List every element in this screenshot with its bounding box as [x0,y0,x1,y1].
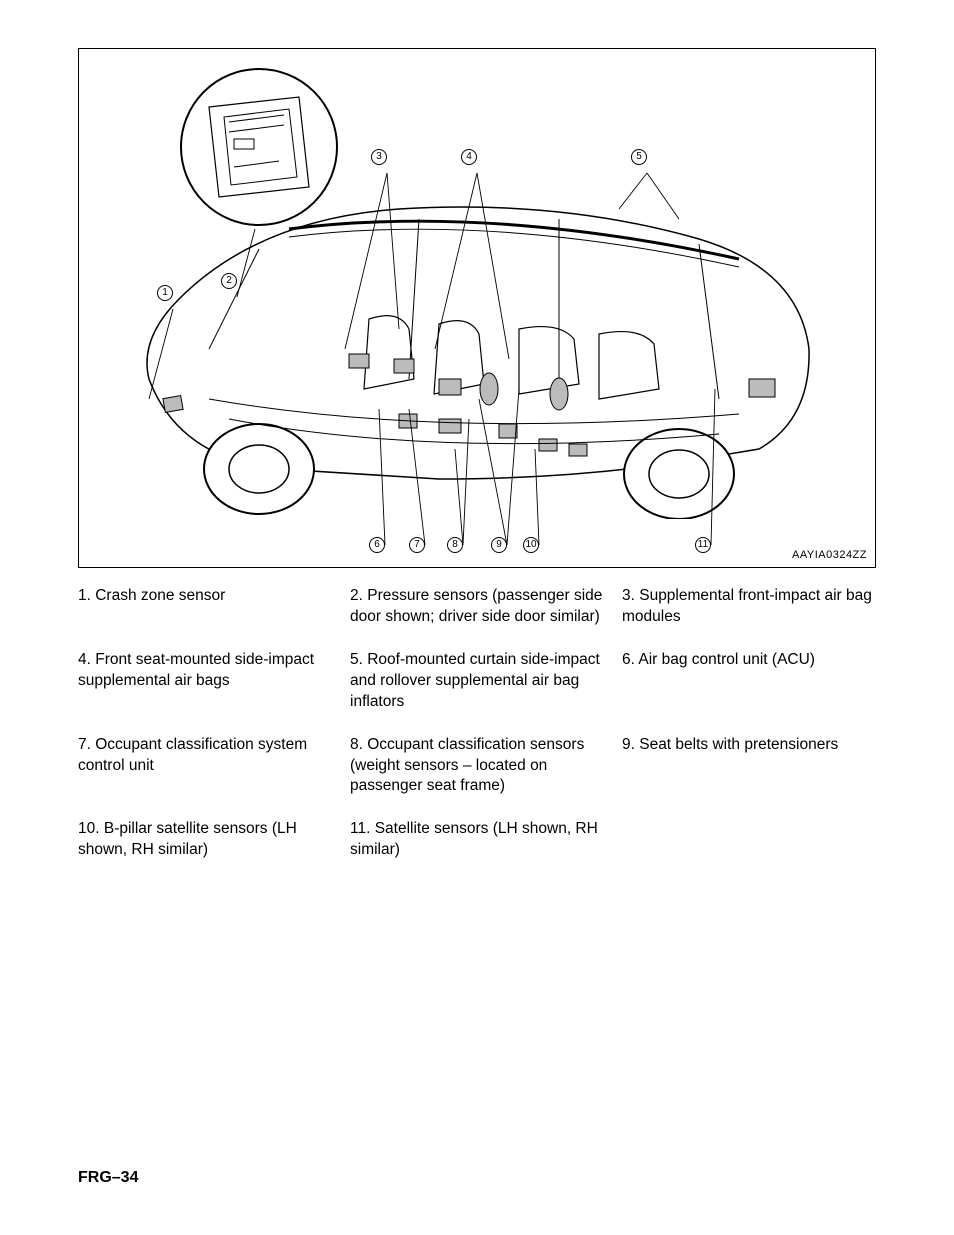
callout-1: 1 [157,285,173,301]
page-footer: FRG–34 [78,1169,138,1187]
legend-item-11: 11. Satellite sensors (LH shown, RH simi… [350,819,604,861]
legend-item-10: 10. B-pillar satellite sensors (LH shown… [78,819,332,861]
legend-item-3: 3. Supplemental front-impact air bag mod… [622,586,876,628]
legend-item-6: 6. Air bag control unit (ACU) [622,650,876,713]
legend-item-7: 7. Occupant classification system contro… [78,735,332,798]
legend-grid: 1. Crash zone sensor 2. Pressure sensors … [78,586,876,861]
callout-8: 8 [447,537,463,553]
figure-container: 1 2 3 4 5 6 7 8 9 10 11 AAYIA0324ZZ [78,48,876,568]
figure-code: AAYIA0324ZZ [792,549,867,561]
legend-item-5: 5. Roof-mounted curtain side-impact and … [350,650,604,713]
leader-lines [79,49,875,567]
legend-item-9: 9. Seat belts with pretensioners [622,735,876,798]
callout-9: 9 [491,537,507,553]
manual-page: 1 2 3 4 5 6 7 8 9 10 11 AAYIA0324ZZ 1. Crash zone … [0,0,954,1235]
callout-2: 2 [221,273,237,289]
callout-7: 7 [409,537,425,553]
callout-4: 4 [461,149,477,165]
callout-5: 5 [631,149,647,165]
legend-item-2: 2. Pressure sensors (passenger side door… [350,586,604,628]
callout-10: 10 [523,537,539,553]
legend-item-4: 4. Front seat-mounted side-impact supple… [78,650,332,713]
legend-item-1: 1. Crash zone sensor [78,586,332,628]
callout-6: 6 [369,537,385,553]
callout-3: 3 [371,149,387,165]
callout-11: 11 [695,537,711,553]
legend-item-8: 8. Occupant classification sensors (weig… [350,735,604,798]
